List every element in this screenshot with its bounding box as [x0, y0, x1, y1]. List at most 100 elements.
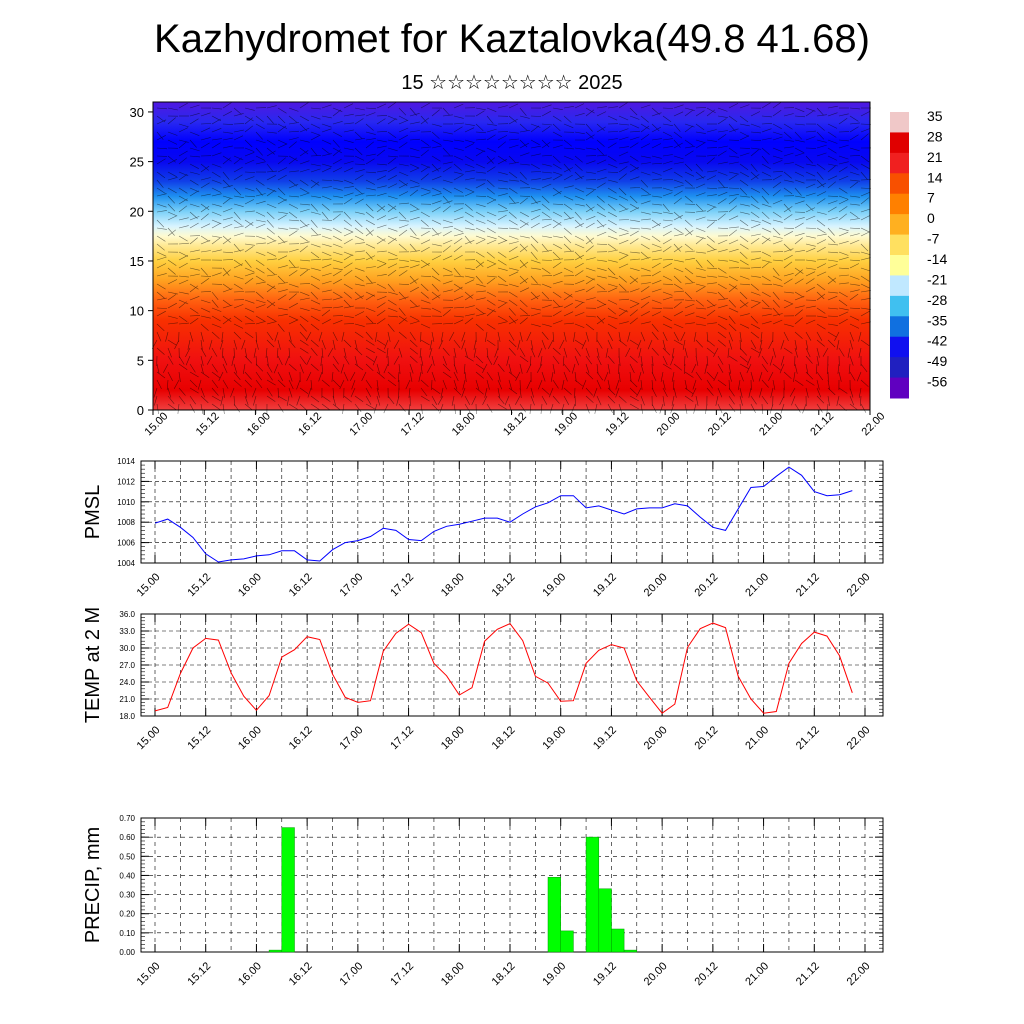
- wind-barb: [783, 291, 794, 294]
- wind-barb: [827, 323, 838, 326]
- wind-barb: [585, 222, 595, 229]
- wind-barb: [376, 339, 386, 346]
- wind-barb: [475, 290, 486, 293]
- x-tick-label: 21.12: [794, 571, 822, 599]
- wind-barb: [783, 273, 794, 277]
- wind-barb: [464, 291, 473, 299]
- wind-barb: [222, 315, 232, 322]
- wind-barb: [541, 203, 550, 211]
- wind-barb: [420, 379, 429, 387]
- wind-barb: [178, 127, 189, 133]
- wind-barb: [387, 195, 398, 200]
- wind-barb: [860, 403, 867, 413]
- wind-barb: [607, 142, 617, 149]
- wind-barb: [156, 203, 167, 208]
- wind-barb: [673, 184, 684, 189]
- wind-barb: [321, 167, 332, 173]
- wind-barb: [827, 295, 838, 301]
- wind-barb: [563, 139, 572, 147]
- wind-barb: [772, 259, 784, 262]
- wind-barb: [574, 288, 585, 293]
- wind-barb: [277, 123, 288, 129]
- wind-barb: [640, 256, 651, 261]
- wind-barb: [327, 347, 334, 357]
- wind-barb: [530, 125, 540, 133]
- wind-barb: [321, 243, 332, 247]
- wind-barb: [585, 355, 592, 365]
- panel-frame: [140, 817, 884, 953]
- wind-barb: [156, 256, 167, 261]
- wind-barb: [673, 227, 683, 234]
- x-tick-label: 15.00: [143, 410, 171, 438]
- wind-barb: [750, 131, 762, 134]
- wind-barb: [233, 263, 244, 269]
- wind-barb: [783, 303, 794, 309]
- wind-barb: [607, 187, 617, 194]
- wind-barb: [728, 155, 739, 158]
- wind-barb: [860, 395, 862, 407]
- wind-barb: [596, 106, 607, 109]
- wind-barb: [354, 187, 363, 195]
- wind-barb: [354, 295, 365, 301]
- wind-barb: [607, 138, 618, 141]
- wind-barb: [461, 339, 466, 350]
- wind-barb: [241, 339, 246, 350]
- wind-barb: [695, 339, 704, 348]
- wind-barb: [409, 113, 420, 117]
- wind-barb: [717, 130, 728, 133]
- wind-barb: [156, 187, 166, 194]
- wind-barb: [398, 183, 409, 189]
- wind-barb: [629, 136, 640, 141]
- wind-barb: [739, 275, 750, 280]
- wind-barb: [387, 299, 397, 306]
- wind-barb: [519, 261, 529, 269]
- wind-barb: [574, 302, 584, 309]
- x-tick-label: 16.12: [287, 960, 315, 988]
- wind-barb: [541, 339, 546, 350]
- wind-barb: [420, 323, 431, 329]
- wind-barb: [849, 355, 854, 366]
- wind-barb: [750, 111, 761, 117]
- wind-barb: [563, 347, 568, 358]
- wind-barb: [343, 299, 352, 308]
- wind-barb: [805, 271, 816, 277]
- wind-barb: [464, 211, 474, 218]
- wind-barb: [563, 155, 574, 161]
- wind-barb: [750, 266, 762, 269]
- wind-barb: [321, 379, 330, 387]
- wind-barb: [618, 251, 629, 256]
- wind-barb: [816, 395, 825, 404]
- wind-barb: [288, 347, 291, 359]
- wind-barb: [805, 235, 816, 239]
- wind-barb: [618, 403, 623, 414]
- wind-barb: [651, 280, 662, 285]
- wind-barb: [574, 155, 583, 163]
- wind-barb: [695, 307, 707, 310]
- wind-barb: [420, 139, 430, 147]
- wind-barb: [233, 187, 242, 196]
- wind-barb: [519, 277, 529, 285]
- wind-barb: [662, 203, 670, 212]
- wind-barb: [497, 193, 508, 197]
- wind-barb: [299, 291, 310, 296]
- colorbar-swatch: [890, 112, 909, 133]
- x-tick-label: 16.00: [236, 960, 264, 988]
- wind-barb: [200, 177, 211, 181]
- wind-barb: [453, 126, 463, 133]
- wind-barb: [640, 355, 643, 366]
- wind-barb: [244, 267, 255, 273]
- wind-barb: [233, 225, 244, 229]
- wind-barb: [376, 205, 386, 213]
- wind-barb: [376, 170, 387, 173]
- wind-barb: [189, 379, 198, 388]
- wind-barb: [684, 282, 695, 285]
- x-tick-label: 17.12: [388, 724, 416, 752]
- wind-barb: [651, 379, 654, 391]
- wind-barb: [706, 175, 717, 181]
- wind-barb: [860, 321, 871, 325]
- wind-barb: [629, 371, 632, 382]
- wind-barb: [739, 259, 749, 266]
- wind-barb: [530, 275, 538, 284]
- wind-barb: [673, 139, 681, 148]
- wind-barb: [508, 195, 516, 204]
